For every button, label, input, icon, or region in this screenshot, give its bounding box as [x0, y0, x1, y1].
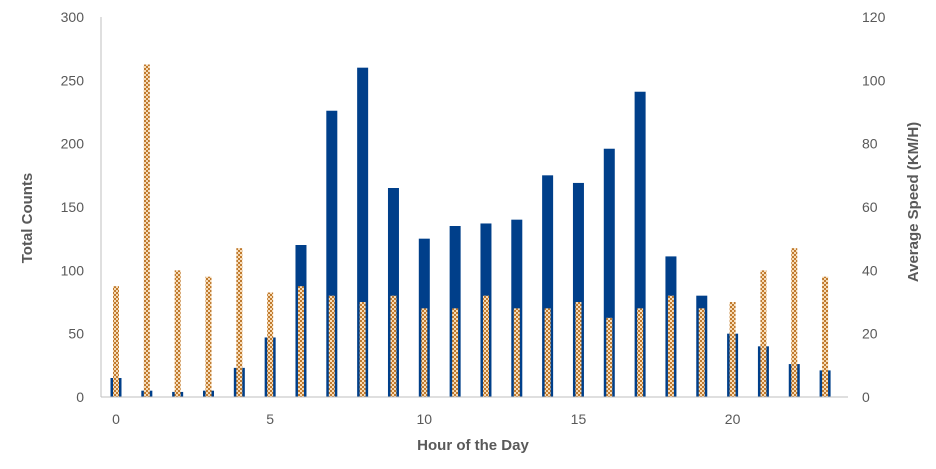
speed-bar	[328, 295, 335, 397]
x-tick-label: 0	[112, 411, 120, 427]
y-tick-label: 300	[61, 9, 85, 25]
speed-bar	[113, 286, 119, 397]
y2-tick-label: 120	[862, 9, 886, 25]
speed-bar	[822, 276, 829, 397]
speed-bar	[791, 248, 798, 397]
y-tick-label: 150	[61, 199, 85, 215]
speed-bar	[667, 295, 674, 397]
speed-bar	[637, 308, 644, 397]
x-tick-label: 5	[266, 411, 274, 427]
speed-bar	[606, 317, 613, 397]
y-tick-label: 200	[61, 136, 85, 152]
x-tick-label: 15	[571, 411, 587, 427]
speed-bar	[267, 292, 274, 397]
speed-bar	[698, 308, 705, 397]
y2-tick-label: 60	[862, 199, 878, 215]
y2-tick-label: 0	[862, 389, 870, 405]
y2-tick-label: 100	[862, 72, 886, 88]
speed-bar	[297, 286, 304, 397]
count-bar	[326, 110, 338, 397]
y2-tick-label: 20	[862, 326, 878, 342]
count-bar	[603, 148, 615, 397]
y-axis-title: Total Counts	[19, 173, 36, 264]
count-bar	[542, 175, 554, 397]
y-tick-label: 250	[61, 72, 85, 88]
tick-labels: 0 50 100 150 200 250 300 0 20 40 60 80 100 120 0 5 10 15 2…	[61, 9, 886, 427]
speed-bar	[174, 270, 181, 397]
speed-bar	[513, 308, 520, 397]
speed-bars	[113, 64, 829, 397]
speed-bar	[205, 276, 212, 397]
speed-bar	[236, 248, 243, 397]
y-tick-label: 100	[61, 262, 85, 278]
speed-bar	[359, 302, 366, 397]
y2-tick-label: 80	[862, 136, 878, 152]
x-tick-label: 20	[725, 411, 741, 427]
speed-bar	[760, 270, 767, 397]
speed-bar	[575, 302, 582, 397]
speed-bar	[421, 308, 428, 397]
axes	[100, 17, 848, 398]
count-bars	[110, 67, 831, 398]
count-bar	[572, 182, 584, 397]
speed-bar	[390, 295, 397, 397]
count-bar	[634, 91, 646, 397]
count-bar	[387, 188, 399, 397]
x-axis-title: Hour of the Day	[417, 437, 529, 454]
count-bar	[357, 67, 369, 398]
y2-axis-title: Average Speed (KM/H)	[905, 122, 922, 282]
speed-bar	[729, 302, 736, 397]
speed-bar	[544, 308, 551, 397]
y-tick-label: 50	[68, 326, 84, 342]
y-tick-label: 0	[76, 389, 84, 405]
x-tick-label: 10	[417, 411, 433, 427]
speed-bar	[143, 64, 150, 397]
speed-bar	[482, 295, 489, 397]
y2-tick-label: 40	[862, 262, 878, 278]
speed-bar	[452, 308, 459, 397]
